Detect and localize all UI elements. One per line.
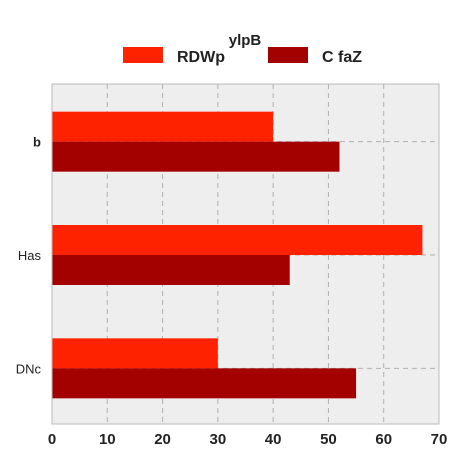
- x-tick-label: 20: [154, 431, 171, 448]
- x-tick-label: 50: [320, 431, 337, 448]
- x-tick-label: 60: [375, 431, 392, 448]
- x-tick-label: 40: [265, 431, 282, 448]
- x-tick-label: 30: [210, 431, 227, 448]
- x-tick-label: 0: [48, 431, 56, 448]
- legend-title: ylpB: [229, 32, 262, 49]
- legend: ylpB RDWp C faZ: [123, 32, 362, 66]
- bar-b-C-faZ: [52, 141, 340, 172]
- legend-swatch-RDWp: [123, 47, 163, 63]
- bar-Has-RDWp: [52, 225, 423, 255]
- y-tick-label: Has: [18, 248, 42, 263]
- bar-Has-C-faZ: [52, 255, 290, 285]
- y-tick-label: b: [33, 135, 41, 150]
- bar-b-RDWp: [52, 111, 274, 142]
- y-axis-ticks: b Has DNc: [16, 135, 42, 377]
- x-tick-label: 70: [431, 431, 448, 448]
- bar-DNc-C-faZ: [52, 368, 357, 399]
- x-axis-ticks: 0 10 20 30 40 50 60 70: [48, 431, 448, 448]
- legend-swatch-C-faZ: [268, 47, 308, 63]
- legend-label: RDWp: [177, 49, 225, 66]
- plot-border: [51, 83, 440, 425]
- x-tick-label: 10: [99, 431, 116, 448]
- y-tick-label: DNc: [16, 361, 42, 376]
- legend-label: C faZ: [322, 49, 362, 66]
- bar-DNc-RDWp: [52, 338, 218, 369]
- bars: [52, 111, 423, 399]
